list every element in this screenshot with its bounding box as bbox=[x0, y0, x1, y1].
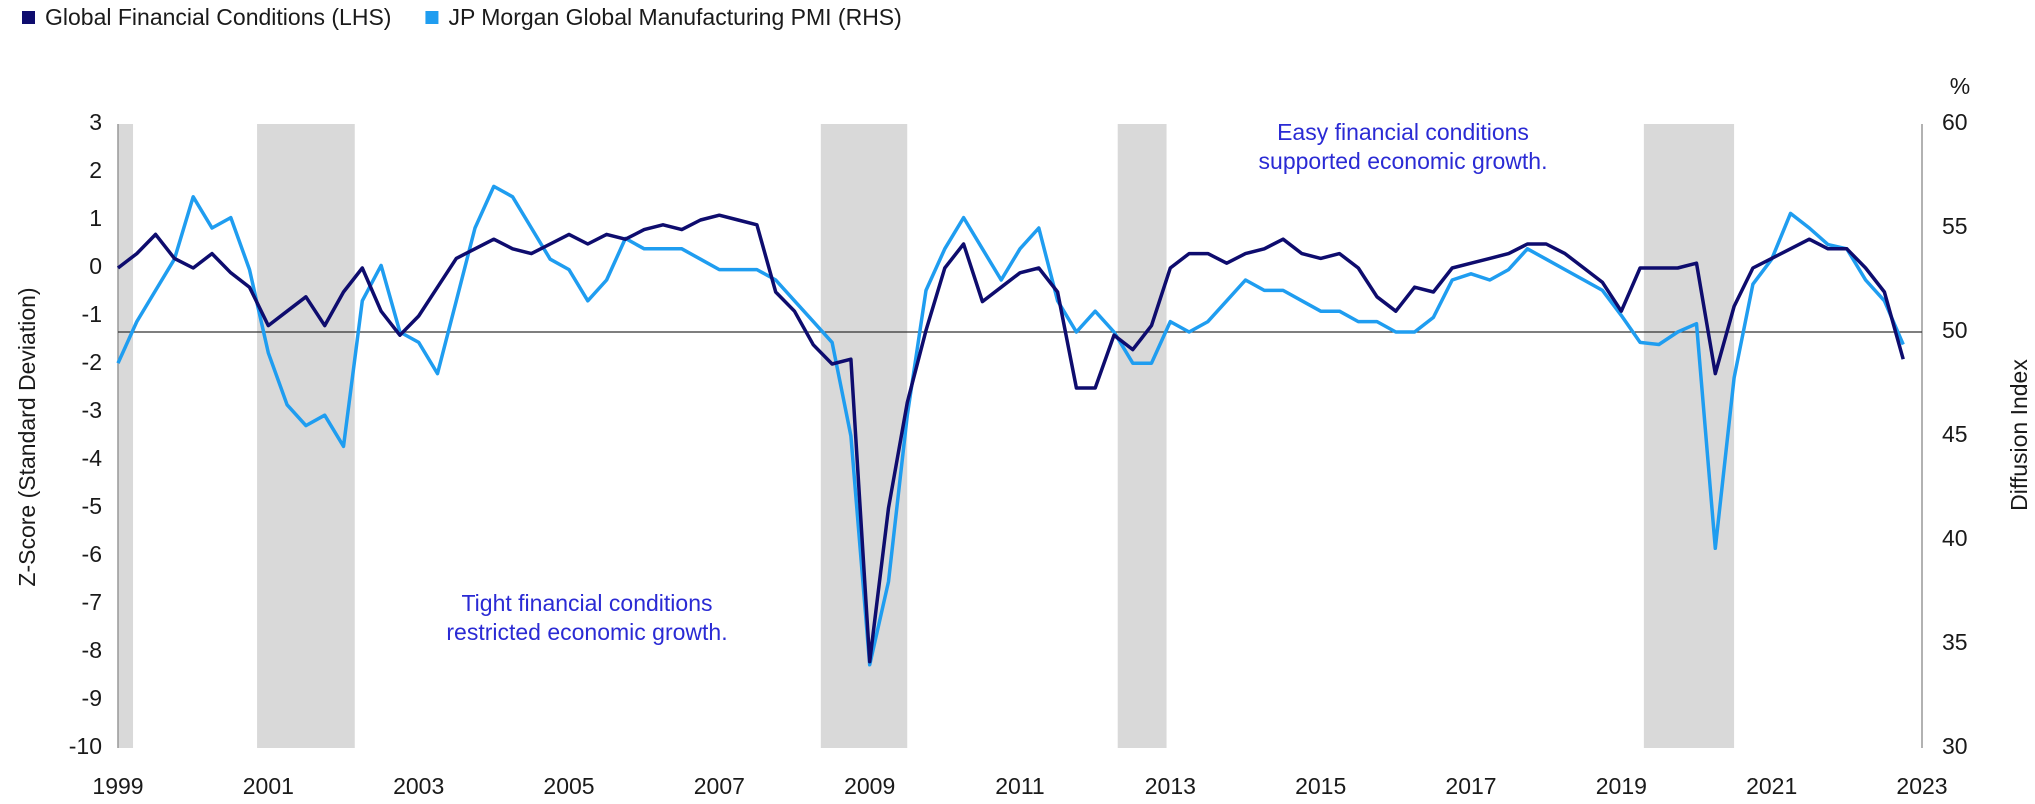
x-tick-label: 2009 bbox=[844, 773, 895, 799]
y2-tick-label: 35 bbox=[1942, 629, 1968, 655]
legend-label: Global Financial Conditions (LHS) bbox=[45, 4, 391, 30]
annotation: Tight financial conditions bbox=[461, 590, 712, 616]
y2-tick-label: 45 bbox=[1942, 421, 1968, 447]
y-tick-label: -8 bbox=[82, 637, 102, 663]
y-tick-label: -2 bbox=[82, 349, 102, 375]
legend-swatch bbox=[425, 11, 439, 24]
y2-tick-label: 55 bbox=[1942, 213, 1968, 239]
y-tick-label: 2 bbox=[89, 157, 102, 183]
y-tick-label: -9 bbox=[82, 685, 102, 711]
x-tick-label: 2021 bbox=[1746, 773, 1797, 799]
y-tick-label: -1 bbox=[82, 301, 102, 327]
shaded-period bbox=[1643, 124, 1735, 748]
y-axis-title: Z-Score (Standard Deviation) bbox=[14, 287, 40, 586]
y-tick-label: -3 bbox=[82, 397, 102, 423]
x-tick-label: 2003 bbox=[393, 773, 444, 799]
x-tick-label: 2017 bbox=[1445, 773, 1496, 799]
y-tick-label: -7 bbox=[82, 589, 102, 615]
y-tick-label: -10 bbox=[69, 733, 102, 759]
shaded-period bbox=[1117, 124, 1167, 748]
y2-tick-label: 40 bbox=[1942, 525, 1968, 551]
y-tick-label: 1 bbox=[89, 205, 102, 231]
annotation: supported economic growth. bbox=[1259, 148, 1548, 174]
shaded-period bbox=[257, 124, 355, 748]
series-line bbox=[116, 184, 1905, 667]
annotation: Easy financial conditions bbox=[1277, 119, 1529, 145]
y2-unit: % bbox=[1950, 73, 1970, 99]
y-tick-label: -6 bbox=[82, 541, 102, 567]
series-line bbox=[116, 213, 1905, 664]
y2-tick-label: 60 bbox=[1942, 109, 1968, 135]
y-tick-label: 0 bbox=[89, 253, 102, 279]
x-tick-label: 2011 bbox=[995, 773, 1044, 799]
x-tick-label: 2001 bbox=[243, 773, 294, 799]
y2-tick-label: 50 bbox=[1942, 317, 1968, 343]
annotation: restricted economic growth. bbox=[446, 619, 727, 645]
y-tick-label: -5 bbox=[82, 493, 102, 519]
shaded-period bbox=[118, 124, 134, 748]
legend-label: JP Morgan Global Manufacturing PMI (RHS) bbox=[448, 4, 901, 30]
x-tick-label: 2019 bbox=[1596, 773, 1647, 799]
y-tick-label: 3 bbox=[89, 109, 102, 135]
x-tick-label: 2013 bbox=[1145, 773, 1196, 799]
x-tick-label: 2007 bbox=[694, 773, 745, 799]
y2-axis-title: Diffusion Index bbox=[2006, 359, 2032, 511]
x-tick-label: 2005 bbox=[543, 773, 594, 799]
shaded-periods bbox=[118, 124, 1735, 748]
legend-swatch bbox=[22, 11, 35, 24]
x-tick-label: 2023 bbox=[1896, 773, 1947, 799]
x-tick-label: 1999 bbox=[92, 773, 143, 799]
y-tick-label: -4 bbox=[82, 445, 103, 471]
y2-tick-label: 30 bbox=[1942, 733, 1968, 759]
x-tick-label: 2015 bbox=[1295, 773, 1346, 799]
shaded-period bbox=[820, 124, 908, 748]
